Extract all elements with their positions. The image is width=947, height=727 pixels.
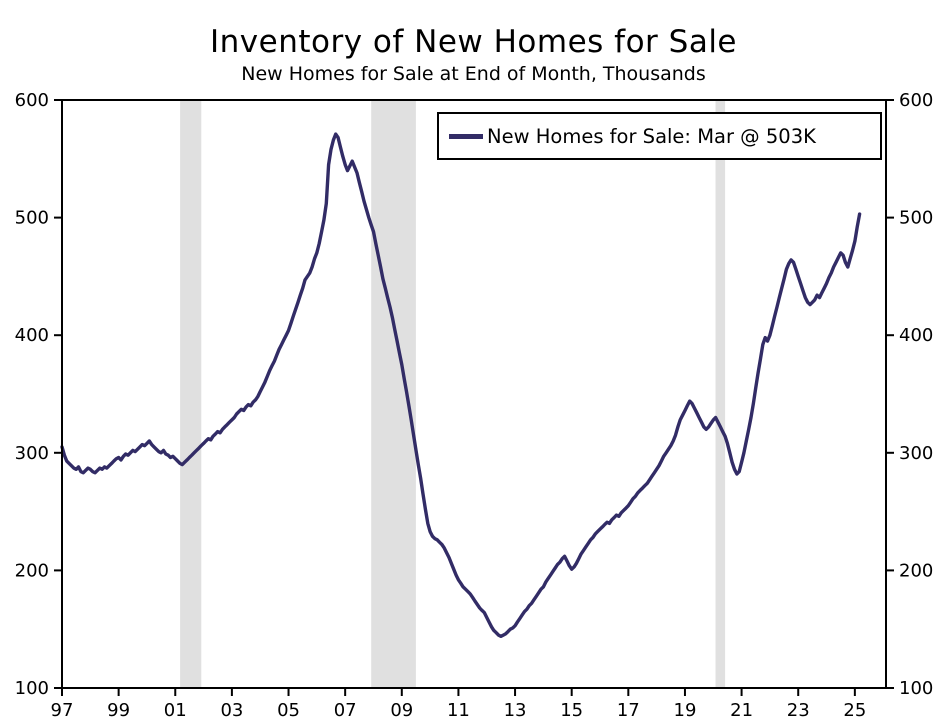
y-tick-label-left: 300 — [15, 443, 49, 464]
y-tick-label-left: 600 — [15, 90, 49, 111]
x-tick-label: 11 — [447, 700, 470, 721]
series-line — [60, 132, 862, 638]
y-tick-label-right: 400 — [899, 325, 933, 346]
y-tick-label-right: 500 — [899, 208, 933, 229]
recession-band — [371, 100, 416, 688]
y-tick-label-left: 200 — [15, 560, 49, 581]
legend-label: New Homes for Sale: Mar @ 503K — [487, 124, 816, 148]
series-line-swatch-icon — [449, 133, 483, 139]
plot-frame — [61, 99, 887, 689]
x-tick-label: 97 — [51, 700, 74, 721]
x-tick-label: 13 — [504, 700, 527, 721]
x-tick-label: 17 — [617, 700, 640, 721]
x-tick-label: 19 — [674, 700, 697, 721]
chart-subtitle: New Homes for Sale at End of Month, Thou… — [241, 63, 706, 85]
x-tick-label: 05 — [277, 700, 300, 721]
x-tick-label: 25 — [843, 700, 866, 721]
x-tick-label: 15 — [560, 700, 583, 721]
y-tick-label-right: 100 — [899, 678, 933, 699]
recession-band — [715, 100, 726, 688]
y-tick-label-right: 600 — [899, 90, 933, 111]
x-tick-label: 03 — [220, 700, 243, 721]
y-tick-label-left: 400 — [15, 325, 49, 346]
x-tick-label: 07 — [334, 700, 357, 721]
legend-box: New Homes for Sale: Mar @ 503K — [437, 112, 882, 160]
recession-band — [180, 100, 202, 688]
chart-title: Inventory of New Homes for Sale — [209, 24, 737, 60]
x-tick-label: 99 — [107, 700, 130, 721]
x-tick-label: 01 — [164, 700, 187, 721]
y-tick-label-right: 300 — [899, 443, 933, 464]
x-tick-label: 23 — [787, 700, 810, 721]
x-tick-label: 21 — [730, 700, 753, 721]
y-tick-label-left: 500 — [15, 208, 49, 229]
y-tick-label-right: 200 — [899, 560, 933, 581]
x-tick-label: 09 — [390, 700, 413, 721]
y-tick-label-left: 100 — [15, 678, 49, 699]
